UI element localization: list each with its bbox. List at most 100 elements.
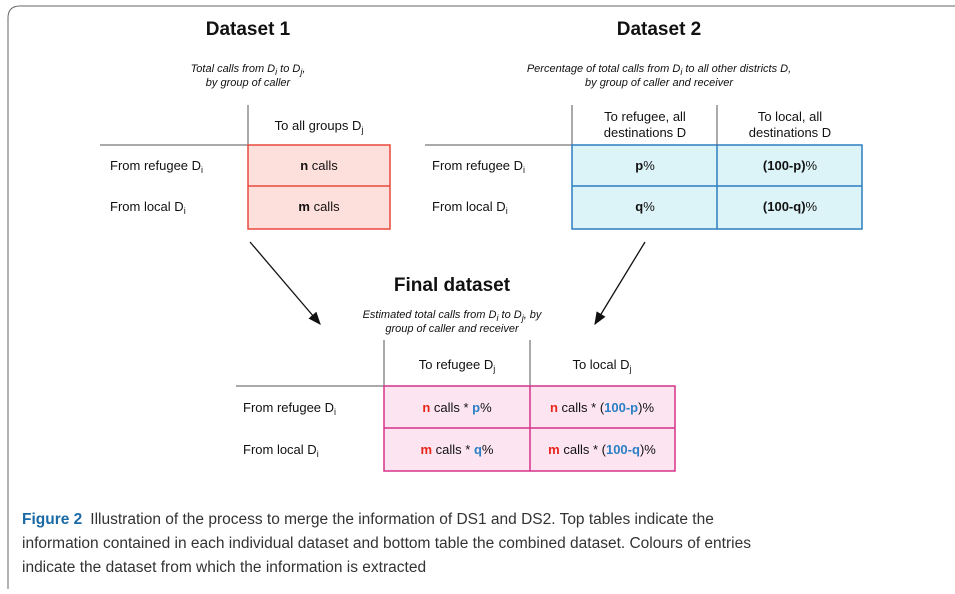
text-segment: To refugee, all: [604, 109, 686, 124]
dataset-caption: Percentage of total calls from Di to all…: [527, 63, 791, 77]
cell: (100-q)%: [763, 199, 818, 214]
text-segment: From refugee D: [110, 158, 201, 173]
text-segment: From local D: [432, 199, 506, 214]
dataset-title: Dataset 2: [617, 19, 702, 40]
column-header: To all groups Dj: [275, 118, 364, 135]
text-segment: calls: [310, 199, 340, 214]
dataset-caption: by group of caller and receiver: [585, 77, 734, 89]
cell: (100-p)%: [763, 158, 818, 173]
text-segment: calls * (: [558, 400, 605, 415]
text-segment: j: [521, 313, 525, 323]
text-segment: m: [298, 199, 310, 214]
text-segment: i: [184, 206, 186, 216]
text-segment: Total calls from D: [191, 63, 276, 75]
frame: [7, 5, 955, 589]
row-header: From local Di: [432, 199, 508, 216]
dataset-title: Final dataset: [394, 275, 511, 296]
text-segment: by group of caller and receiver: [585, 77, 734, 89]
text-segment: i: [317, 449, 319, 459]
text-segment: From local D: [243, 442, 317, 457]
text-segment: m: [421, 442, 433, 457]
text-segment: i: [523, 165, 525, 175]
text-segment: %: [482, 442, 494, 457]
text-segment: n: [550, 400, 558, 415]
column-header: To refugee, all: [604, 109, 686, 124]
text-segment: p: [472, 400, 480, 415]
text-segment: to D: [277, 63, 300, 75]
text-segment: destinations D: [604, 125, 686, 140]
figure-caption: Figure 2 Illustration of the process to m…: [22, 511, 714, 528]
text-segment: (100-q): [763, 199, 806, 214]
caption-text: Illustration of the process to merge the…: [90, 511, 714, 528]
text-segment: i: [275, 67, 278, 77]
text-segment: i: [496, 313, 499, 323]
row-header: From refugee Di: [110, 158, 203, 175]
text-segment: )%: [640, 442, 656, 457]
text-segment: , by: [524, 309, 543, 321]
text-segment: From local D: [110, 199, 184, 214]
text-segment: To local D: [572, 357, 629, 372]
row-header: From local Di: [243, 442, 319, 459]
text-segment: calls: [308, 158, 338, 173]
text-segment: To refugee D: [419, 357, 493, 372]
text-segment: j: [360, 125, 363, 135]
text-segment: i: [334, 407, 336, 417]
figure-label: Figure 2: [22, 511, 82, 528]
text-segment: 100-p: [604, 400, 638, 415]
text-segment: m: [548, 442, 560, 457]
text-segment: %: [643, 199, 655, 214]
text-segment: n: [422, 400, 430, 415]
text-segment: calls *: [430, 400, 472, 415]
cell: n calls: [300, 158, 338, 173]
text-segment: calls *: [432, 442, 474, 457]
text-segment: j: [492, 364, 495, 374]
cell: m calls * q%: [421, 442, 494, 457]
text-segment: q: [474, 442, 482, 457]
text-segment: To all groups D: [275, 118, 362, 133]
text-segment: p: [635, 158, 643, 173]
column-header: To refugee Dj: [419, 357, 495, 374]
text-segment: 100-q: [606, 442, 640, 457]
column-header: destinations D: [749, 125, 831, 140]
text-segment: j: [299, 67, 303, 77]
text-segment: )%: [638, 400, 654, 415]
column-header: To local Dj: [572, 357, 631, 374]
cell: p%: [635, 158, 655, 173]
cell: n calls * p%: [422, 400, 492, 415]
arrow: [249, 241, 321, 325]
text-segment: To local, all: [758, 109, 822, 124]
text-segment: q: [635, 199, 643, 214]
caption-text: indicate the dataset from which the info…: [22, 559, 426, 576]
text-segment: i: [506, 206, 508, 216]
cell: q%: [635, 199, 655, 214]
text-segment: n: [300, 158, 308, 173]
text-segment: j: [629, 364, 632, 374]
text-segment: %: [806, 199, 818, 214]
text-segment: to D: [498, 309, 521, 321]
text-segment: (100-p): [763, 158, 806, 173]
dataset-caption: Total calls from Di to Dj,: [191, 63, 306, 77]
dataset-caption: by group of caller: [206, 77, 292, 89]
text-segment: %: [480, 400, 492, 415]
text-segment: From refugee D: [243, 400, 334, 415]
text-segment: to all other districts D,: [682, 63, 791, 75]
arrow: [594, 241, 646, 326]
row-header: From refugee Di: [243, 400, 336, 417]
text-segment: group of caller and receiver: [385, 323, 520, 335]
text-segment: %: [643, 158, 655, 173]
text-segment: ,: [302, 63, 305, 75]
text-segment: destinations D: [749, 125, 831, 140]
row-header: From local Di: [110, 199, 186, 216]
column-header: To local, all: [758, 109, 822, 124]
cell: n calls * (100-p)%: [550, 400, 654, 415]
column-header: destinations D: [604, 125, 686, 140]
text-segment: Percentage of total calls from D: [527, 63, 681, 75]
caption-text: information contained in each individual…: [22, 535, 751, 552]
row-header: From refugee Di: [432, 158, 525, 175]
cell: m calls * (100-q)%: [548, 442, 656, 457]
text-segment: i: [680, 67, 683, 77]
text-segment: From refugee D: [432, 158, 523, 173]
text-segment: Estimated total calls from D: [363, 309, 497, 321]
